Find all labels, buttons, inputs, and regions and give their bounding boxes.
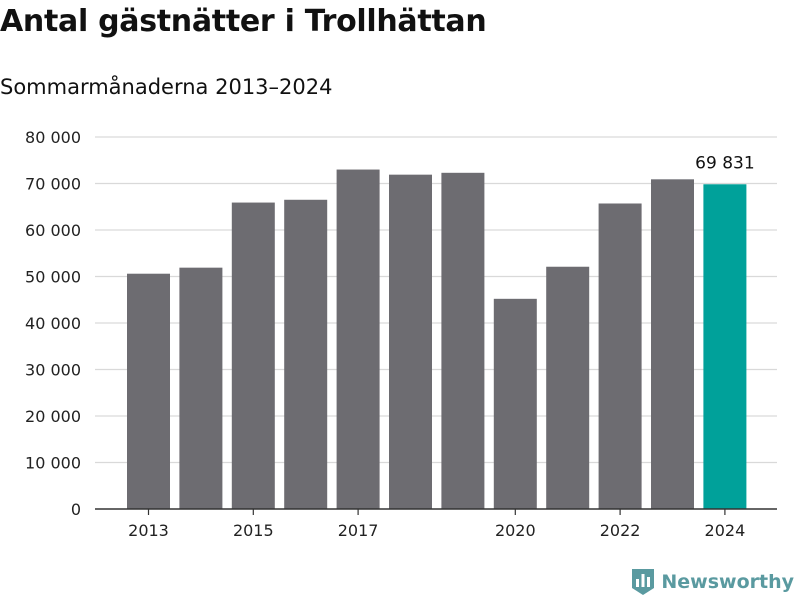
y-tick-label: 70 000 (25, 175, 81, 194)
x-tick-label: 2013 (128, 521, 169, 540)
x-tick-label: 2024 (705, 521, 746, 540)
y-tick-label: 30 000 (25, 361, 81, 380)
bar-2024 (703, 184, 747, 510)
bar-2019 (441, 172, 485, 509)
bar-2022 (598, 203, 642, 509)
x-tick-label: 2022 (600, 521, 641, 540)
bar-2013 (127, 273, 170, 509)
brand-logo: Newsworthy (631, 568, 794, 596)
bar-2016 (284, 199, 328, 509)
bar-2015 (231, 202, 275, 509)
y-tick-label: 80 000 (25, 128, 81, 147)
bar-2023 (651, 179, 694, 509)
y-tick-label: 0 (71, 500, 81, 519)
bar-2020 (493, 298, 537, 509)
bar-2017 (336, 169, 380, 510)
y-tick-label: 40 000 (25, 314, 81, 333)
bar-2018 (389, 174, 432, 510)
x-tick-label: 2020 (495, 521, 536, 540)
x-tick-label: 2017 (338, 521, 379, 540)
chart-title: Antal gästnätter i Trollhättan (0, 4, 487, 39)
bar-2021 (546, 266, 590, 509)
y-tick-label: 10 000 (25, 454, 81, 473)
bar-2014 (179, 267, 223, 509)
y-tick-label: 60 000 (25, 221, 81, 240)
chart-subtitle: Sommarmånaderna 2013–2024 (0, 75, 333, 99)
y-tick-label: 20 000 (25, 407, 81, 426)
bar-chart-shield-icon (632, 569, 655, 595)
x-tick-label: 2015 (233, 521, 274, 540)
data-label-2024: 69 831 (695, 153, 754, 173)
brand-name: Newsworthy (661, 571, 794, 593)
y-tick-label: 50 000 (25, 268, 81, 287)
